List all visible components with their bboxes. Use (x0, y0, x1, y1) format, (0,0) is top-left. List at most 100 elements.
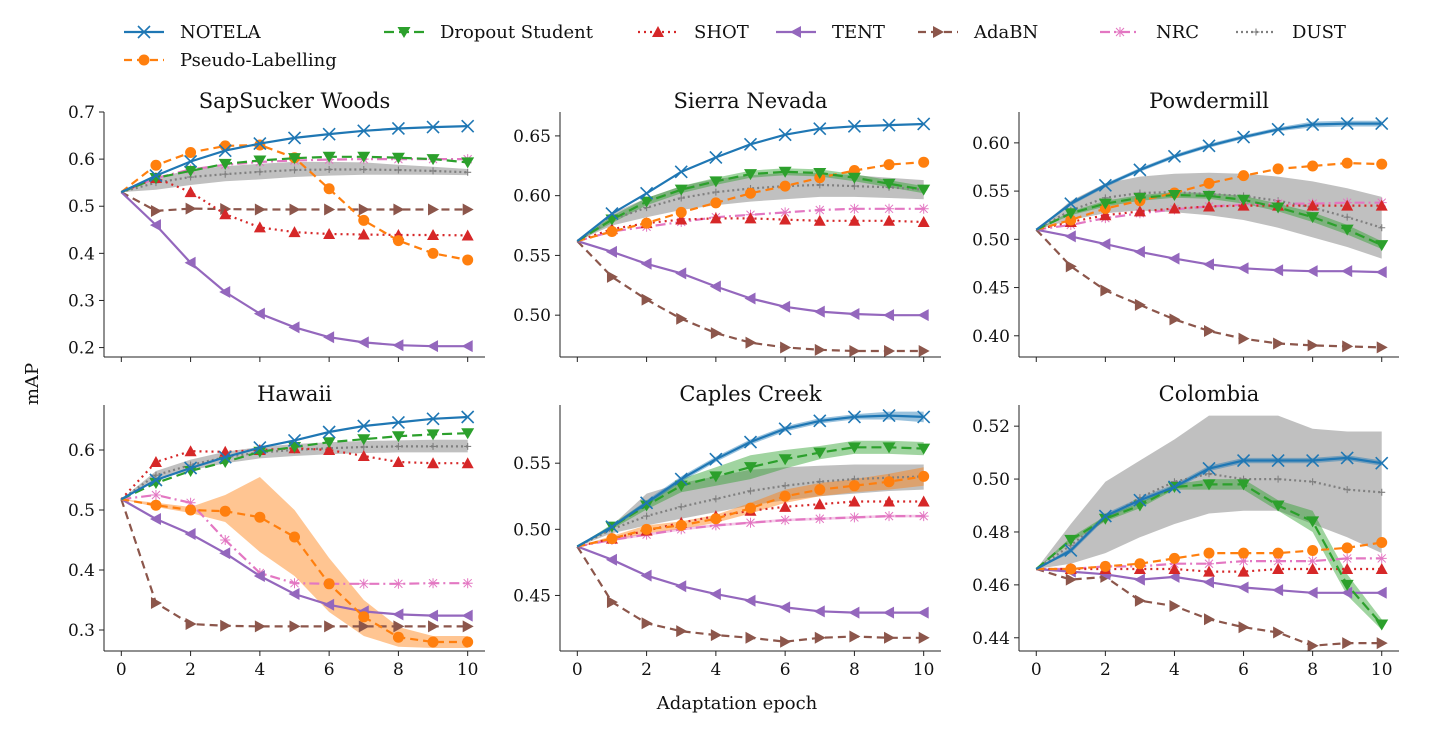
data-point (744, 462, 757, 474)
data-point (744, 292, 756, 305)
data-point (323, 183, 335, 195)
data-point (427, 247, 439, 259)
data-point (674, 165, 688, 179)
data-point (1099, 238, 1111, 251)
data-point (1133, 192, 1147, 204)
data-point (427, 609, 439, 622)
data-point (1204, 324, 1215, 337)
data-point (428, 203, 440, 216)
data-point (220, 203, 232, 216)
series-line (576, 446, 924, 548)
data-point (883, 214, 896, 226)
data-point (1204, 558, 1214, 569)
data-point (392, 339, 404, 352)
legend-label: NRC (1156, 22, 1199, 43)
series-adabn (120, 498, 474, 633)
data-point (1065, 214, 1077, 226)
data-point (291, 166, 298, 174)
x-tick-label: 2 (1100, 660, 1111, 680)
data-point (1133, 493, 1147, 507)
data-point (393, 203, 405, 216)
band-dust (1036, 415, 1382, 569)
data-point (253, 155, 267, 167)
data-point (287, 433, 302, 447)
data-point (1237, 479, 1251, 491)
data-point (1307, 160, 1319, 172)
data-point (1272, 584, 1284, 597)
data-point (1064, 543, 1078, 558)
series-notela (1035, 451, 1389, 570)
data-point (1340, 117, 1354, 131)
data-point (710, 327, 722, 340)
data-point (1343, 213, 1351, 221)
data-point (814, 631, 826, 644)
data-point (677, 503, 685, 511)
data-point (814, 484, 826, 496)
data-point (849, 630, 861, 643)
data-point (709, 150, 723, 164)
data-point (1342, 553, 1353, 564)
data-point (847, 442, 861, 454)
data-point (1133, 573, 1145, 586)
data-point (220, 619, 232, 632)
y-tick-label: 0.3 (68, 621, 95, 641)
data-point (1202, 139, 1216, 153)
legend-label: NOTELA (180, 22, 262, 43)
data-point (1065, 563, 1077, 575)
data-point (1065, 573, 1077, 586)
series-dropout-student (1035, 189, 1389, 252)
data-point (1134, 298, 1146, 311)
data-point (917, 215, 930, 227)
data-point (744, 594, 756, 607)
x-tick-label: 6 (324, 660, 335, 680)
data-point (1271, 202, 1285, 214)
data-point (675, 213, 688, 225)
data-point (461, 340, 473, 353)
data-point (322, 127, 336, 141)
series-line (120, 445, 468, 501)
data-point (917, 309, 929, 322)
data-point (289, 531, 300, 543)
data-point (918, 511, 929, 522)
data-point (393, 578, 404, 589)
data-point (606, 226, 618, 238)
legend: NOTELA Dropout Student SHOT TENT AdaBN NRC DUS… (124, 22, 1346, 71)
x-tick-label: 10 (457, 660, 479, 680)
data-point (712, 188, 720, 196)
data-point (1133, 163, 1147, 177)
data-point (392, 608, 404, 621)
data-point (1203, 576, 1214, 589)
y-tick-label: 0.40 (972, 327, 1010, 347)
data-point (1272, 547, 1284, 559)
legend-item-dropout-student: Dropout Student (384, 22, 594, 43)
data-point (745, 336, 757, 349)
data-point (918, 203, 929, 214)
series-pseudo-labelling (121, 498, 474, 648)
data-point (1341, 542, 1353, 554)
data-point (606, 270, 618, 283)
data-point (150, 499, 162, 511)
y-tick-label: 0.50 (513, 520, 551, 540)
data-point (1375, 586, 1387, 599)
data-point (357, 450, 370, 461)
data-point (917, 184, 931, 196)
data-point (1202, 461, 1216, 476)
data-point (461, 609, 473, 622)
data-point (150, 204, 162, 217)
data-point (1340, 579, 1354, 591)
band-dust (1036, 172, 1382, 259)
data-point (641, 293, 653, 306)
series-line (1035, 193, 1383, 247)
data-point (1341, 586, 1353, 599)
data-point (814, 343, 826, 356)
data-point (323, 331, 335, 344)
panel-sierra-nevada: Sierra Nevada 0.50 0.55 0.60 0.65 (513, 89, 941, 362)
data-point (1133, 205, 1146, 217)
legend-label: AdaBN (973, 22, 1038, 43)
data-point (1167, 480, 1182, 494)
data-point (1167, 149, 1182, 163)
data-point (710, 513, 722, 525)
data-point (428, 620, 440, 633)
series-line (120, 191, 468, 348)
